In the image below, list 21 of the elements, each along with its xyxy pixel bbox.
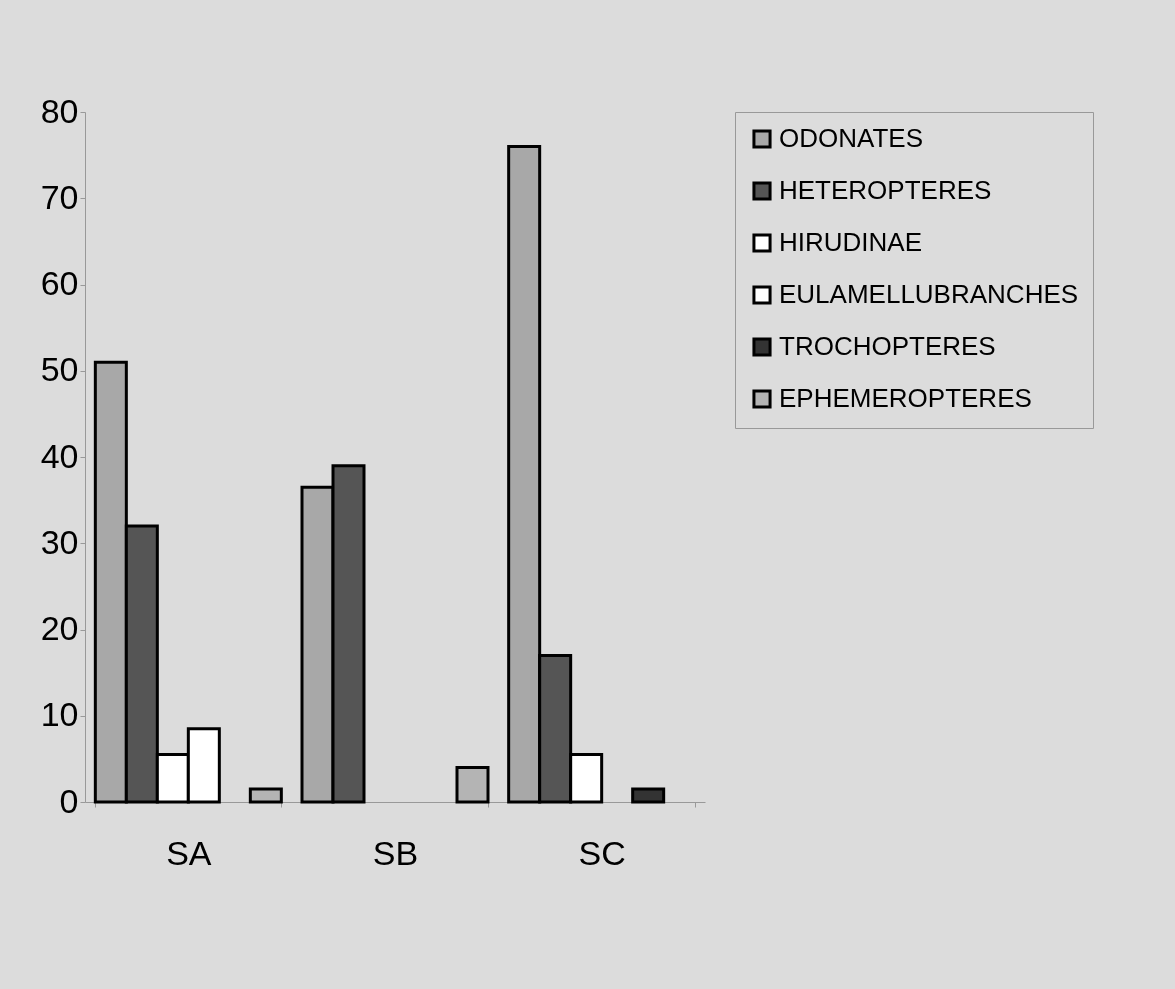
y-tick-label: 80 — [40, 91, 79, 130]
x-tick-label: SA — [166, 833, 212, 872]
y-tick-label: 0 — [59, 781, 79, 820]
y-tick-label: 60 — [40, 264, 79, 302]
bar — [248, 787, 283, 804]
legend-label: TROCHOPTERES — [779, 331, 996, 361]
bar — [631, 787, 666, 804]
y-tick-label: 40 — [40, 436, 79, 475]
y-tick-label: 70 — [40, 177, 79, 216]
y-tick-label: 10 — [40, 695, 79, 734]
x-tick-label: SC — [578, 833, 626, 872]
legend-label: EPHEMEROPTERES — [779, 383, 1032, 413]
bar — [455, 766, 490, 804]
legend-label: HIRUDINAE — [779, 227, 923, 257]
y-tick-label: 30 — [40, 522, 79, 561]
x-tick-label: SB — [372, 833, 419, 872]
legend-label: HETEROPTERES — [779, 175, 992, 205]
legend-label: EULAMELLUBRANCHES — [779, 279, 1079, 309]
legend-label: ODONATES — [779, 123, 923, 153]
y-tick-label: 20 — [40, 609, 79, 647]
y-tick-label: 50 — [40, 350, 79, 389]
